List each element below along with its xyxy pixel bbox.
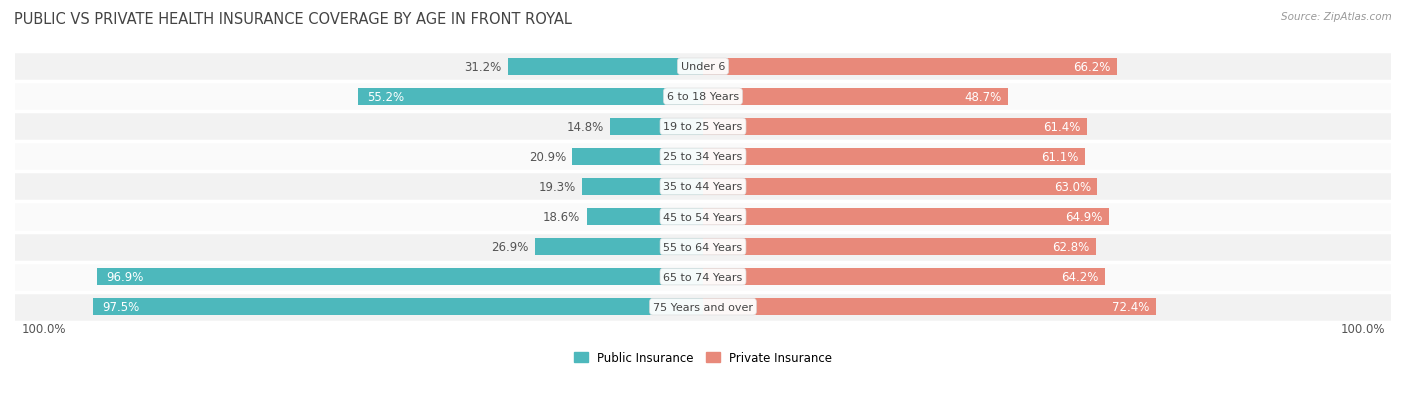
- Legend: Public Insurance, Private Insurance: Public Insurance, Private Insurance: [574, 351, 832, 365]
- Bar: [703, 119, 1087, 136]
- Bar: [703, 208, 1109, 225]
- Bar: [15, 82, 1391, 112]
- Text: 64.2%: 64.2%: [1062, 271, 1098, 283]
- Bar: [582, 178, 703, 196]
- Bar: [93, 298, 703, 316]
- Bar: [703, 58, 1116, 76]
- Text: 26.9%: 26.9%: [491, 240, 529, 254]
- Text: 55.2%: 55.2%: [367, 90, 405, 104]
- Text: Under 6: Under 6: [681, 62, 725, 72]
- Bar: [15, 112, 1391, 142]
- Bar: [703, 178, 1097, 196]
- Text: 66.2%: 66.2%: [1073, 61, 1111, 74]
- Text: 97.5%: 97.5%: [103, 300, 139, 313]
- Bar: [97, 268, 703, 286]
- Bar: [15, 232, 1391, 262]
- Bar: [15, 202, 1391, 232]
- Bar: [15, 52, 1391, 82]
- Bar: [15, 142, 1391, 172]
- Text: 35 to 44 Years: 35 to 44 Years: [664, 182, 742, 192]
- Bar: [703, 148, 1085, 166]
- Text: 72.4%: 72.4%: [1112, 300, 1150, 313]
- Text: 25 to 34 Years: 25 to 34 Years: [664, 152, 742, 162]
- Bar: [703, 238, 1095, 256]
- Bar: [534, 238, 703, 256]
- Text: 96.9%: 96.9%: [107, 271, 143, 283]
- Text: 20.9%: 20.9%: [529, 151, 567, 164]
- Text: PUBLIC VS PRIVATE HEALTH INSURANCE COVERAGE BY AGE IN FRONT ROYAL: PUBLIC VS PRIVATE HEALTH INSURANCE COVER…: [14, 12, 572, 27]
- Text: 61.1%: 61.1%: [1042, 151, 1078, 164]
- Text: 14.8%: 14.8%: [567, 121, 605, 133]
- Bar: [703, 88, 1008, 106]
- Text: 6 to 18 Years: 6 to 18 Years: [666, 92, 740, 102]
- Text: 55 to 64 Years: 55 to 64 Years: [664, 242, 742, 252]
- Text: 63.0%: 63.0%: [1053, 180, 1091, 194]
- Text: 18.6%: 18.6%: [543, 211, 581, 223]
- Bar: [508, 58, 703, 76]
- Bar: [572, 148, 703, 166]
- Text: 64.9%: 64.9%: [1066, 211, 1102, 223]
- Text: 61.4%: 61.4%: [1043, 121, 1081, 133]
- Bar: [610, 119, 703, 136]
- Text: 19 to 25 Years: 19 to 25 Years: [664, 122, 742, 132]
- Text: 19.3%: 19.3%: [538, 180, 576, 194]
- Text: 75 Years and over: 75 Years and over: [652, 302, 754, 312]
- Bar: [15, 262, 1391, 292]
- Bar: [15, 172, 1391, 202]
- Bar: [586, 208, 703, 225]
- Bar: [703, 298, 1156, 316]
- Text: 48.7%: 48.7%: [965, 90, 1001, 104]
- Text: Source: ZipAtlas.com: Source: ZipAtlas.com: [1281, 12, 1392, 22]
- Text: 100.0%: 100.0%: [21, 322, 66, 335]
- Bar: [357, 88, 703, 106]
- Text: 45 to 54 Years: 45 to 54 Years: [664, 212, 742, 222]
- Text: 31.2%: 31.2%: [464, 61, 502, 74]
- Text: 100.0%: 100.0%: [1340, 322, 1385, 335]
- Bar: [15, 292, 1391, 322]
- Text: 62.8%: 62.8%: [1052, 240, 1090, 254]
- Bar: [703, 268, 1105, 286]
- Text: 65 to 74 Years: 65 to 74 Years: [664, 272, 742, 282]
